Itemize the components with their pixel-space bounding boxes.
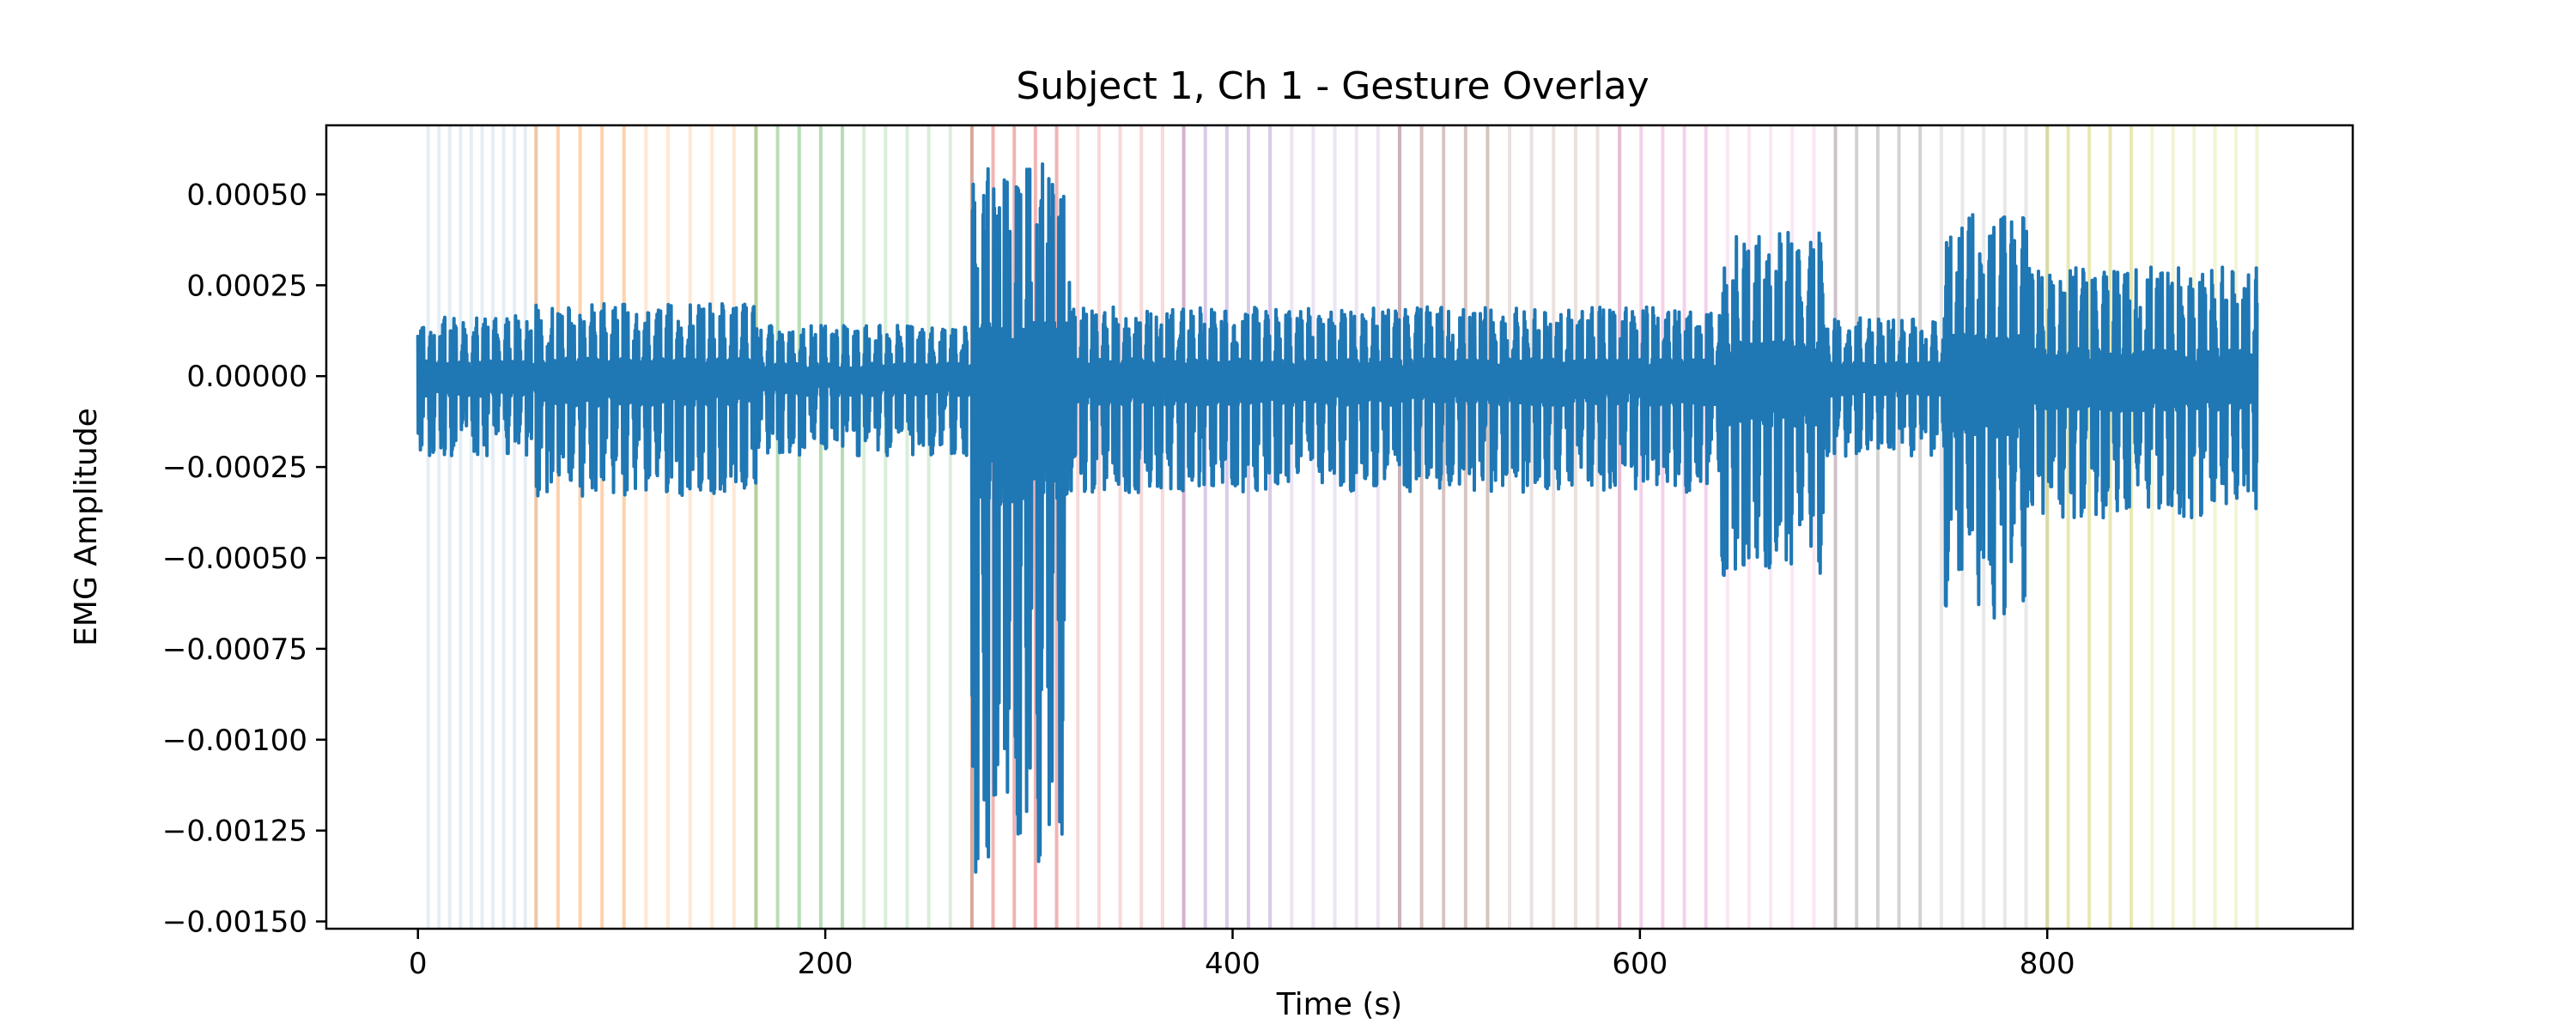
y-tick-label: 0.00000 [186, 360, 307, 394]
emg-signal-line [416, 162, 2259, 874]
y-axis-title: EMG Amplitude [69, 408, 104, 646]
x-axis-title: Time (s) [1276, 987, 1402, 1022]
y-tick-label: 0.00025 [186, 269, 307, 303]
y-tick-label: −0.00125 [162, 815, 307, 849]
y-tick-label: −0.00075 [162, 633, 307, 667]
chart-title: Subject 1, Ch 1 - Gesture Overlay [1016, 64, 1649, 108]
x-tick-label: 800 [2020, 947, 2075, 981]
x-tick-label: 400 [1205, 947, 1261, 981]
x-axis: 0 200 400 600 800 [409, 929, 2075, 981]
y-tick-label: 0.00050 [186, 178, 307, 212]
emg-signal [416, 162, 2259, 874]
y-tick-label: −0.00025 [162, 451, 307, 485]
plot-frame [325, 124, 2354, 930]
y-tick-label: −0.00050 [162, 542, 307, 576]
x-tick-label: 600 [1612, 947, 1668, 981]
y-tick-label: −0.00100 [162, 724, 307, 758]
x-tick-label: 0 [409, 947, 428, 981]
x-tick-label: 200 [798, 947, 854, 981]
y-axis: −0.00150 −0.00125 −0.00100 −0.00075 −0.00050… [162, 178, 326, 940]
y-tick-label: −0.00150 [162, 906, 307, 940]
